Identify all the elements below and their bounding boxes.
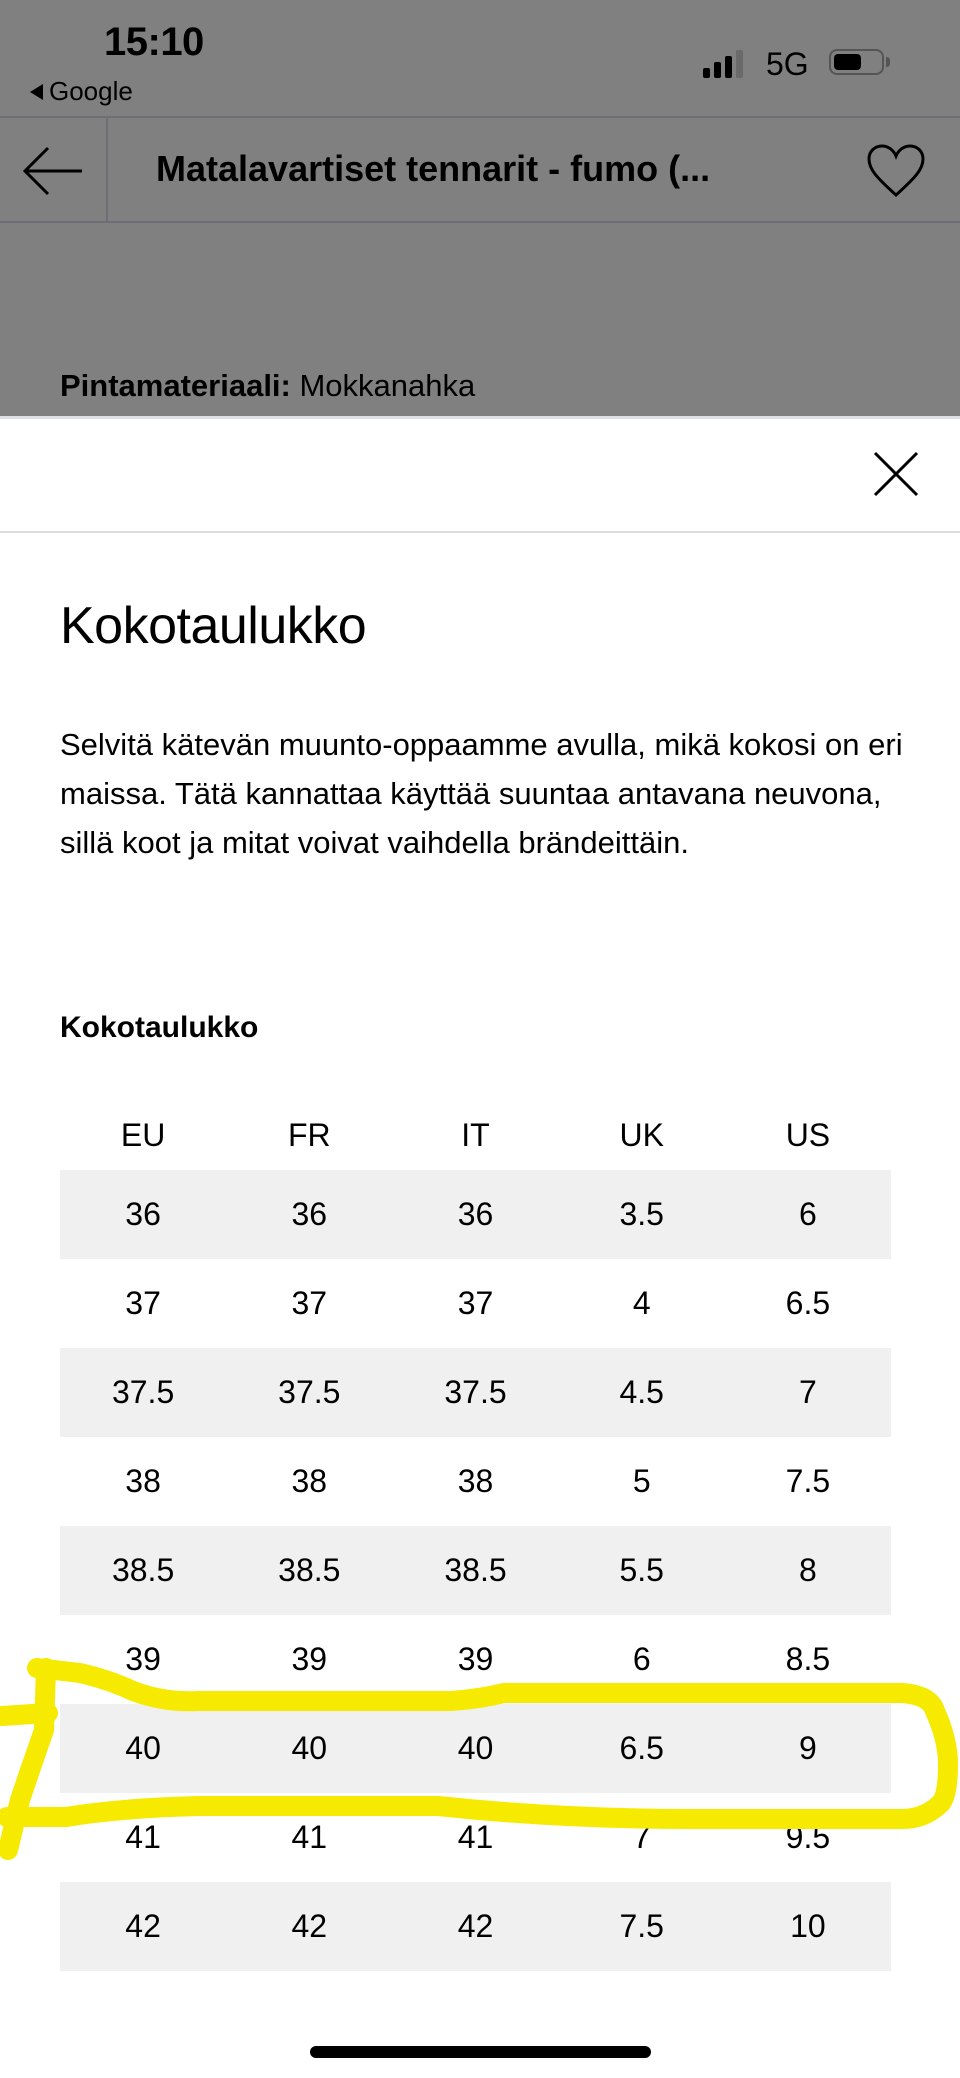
material-value: Mokkanahka [290, 368, 476, 403]
back-triangle-icon [30, 83, 43, 100]
table-cell: 39 [457, 1641, 494, 1677]
table-cell: 6.5 [619, 1730, 664, 1766]
table-cell: 6 [632, 1641, 651, 1677]
table-title: Kokotaulukko [60, 1011, 259, 1044]
status-time: 15:10 [104, 20, 204, 64]
table-row: 38.5 38.5 38.5 5.5 8 [60, 1526, 891, 1615]
table-cell: 38 [125, 1463, 161, 1499]
column-header: IT [461, 1116, 490, 1153]
page-title: Matalavartiset tennarit - fumo (... [156, 148, 711, 189]
table-cell: 36 [457, 1196, 494, 1232]
table-cell: 5 [632, 1463, 651, 1499]
table-cell: 38 [457, 1463, 494, 1499]
table-cell: 42 [125, 1908, 161, 1944]
table-cell: 9.5 [785, 1819, 831, 1855]
table-cell: 37.5 [278, 1374, 341, 1410]
table-row-highlighted: 40 40 40 6.5 9 [60, 1704, 891, 1793]
table-cell: 4 [632, 1285, 651, 1321]
table-row: 36 36 36 3.5 6 [60, 1170, 891, 1259]
column-header: US [785, 1116, 831, 1153]
table-cell: 37.5 [111, 1374, 175, 1410]
table-cell: 36 [125, 1196, 161, 1232]
column-header: UK [619, 1116, 664, 1153]
table-row: 38 38 38 5 7.5 [60, 1437, 891, 1526]
table-row: 37.5 37.5 37.5 4.5 7 [60, 1348, 891, 1437]
table-cell: 6 [799, 1196, 817, 1232]
table-row: 42 42 42 7.5 10 [60, 1882, 891, 1971]
table-cell: 8.5 [785, 1641, 831, 1677]
table-cell: 37 [457, 1285, 494, 1321]
size-table: EU FR IT UK US 36 36 36 3.5 6 37 37 37 4 6.5 37.5 3… [60, 1100, 891, 1971]
table-cell: 41 [457, 1819, 494, 1855]
arrow-left-icon[interactable] [22, 146, 84, 196]
highlight-cross-stroke [0, 1703, 58, 1726]
material-info: Pintamateriaali: Mokkanahka [60, 368, 475, 404]
table-cell: 38.5 [278, 1552, 341, 1588]
column-header: FR [287, 1116, 331, 1153]
table-cell: 36 [291, 1196, 328, 1232]
table-header-row: EU FR IT UK US [60, 1100, 891, 1170]
table-cell: 37.5 [444, 1374, 507, 1410]
table-cell: 7.5 [785, 1463, 831, 1499]
table-cell: 5.5 [619, 1552, 664, 1588]
table-cell: 8 [799, 1552, 817, 1588]
table-cell: 7 [632, 1819, 651, 1855]
table-row: 37 37 37 4 6.5 [60, 1259, 891, 1348]
back-to-app-link[interactable]: Google [30, 76, 133, 107]
table-cell: 37 [125, 1285, 161, 1321]
table-cell: 4.5 [619, 1374, 664, 1410]
battery-icon [829, 49, 884, 75]
table-row: 39 39 39 6 8.5 [60, 1615, 891, 1704]
table-cell: 42 [457, 1908, 494, 1944]
dimmed-page-background [0, 0, 960, 416]
table-cell: 40 [125, 1730, 161, 1766]
battery-tip [886, 57, 890, 67]
close-icon[interactable] [872, 450, 920, 498]
column-header: EU [120, 1116, 166, 1153]
table-cell: 38.5 [111, 1552, 175, 1588]
table-cell: 41 [125, 1819, 161, 1855]
table-cell: 7.5 [619, 1908, 664, 1944]
table-cell: 42 [291, 1908, 328, 1944]
table-cell: 39 [125, 1641, 161, 1677]
sheet-divider [0, 531, 960, 533]
table-cell: 39 [291, 1641, 328, 1677]
heart-icon[interactable] [866, 143, 926, 199]
table-row: 41 41 41 7 9.5 [60, 1793, 891, 1882]
table-cell: 40 [291, 1730, 328, 1766]
table-cell: 10 [790, 1908, 826, 1944]
table-cell: 37 [291, 1285, 328, 1321]
nav-bar [0, 116, 960, 223]
home-indicator[interactable] [310, 2046, 651, 2058]
table-cell: 6.5 [785, 1285, 831, 1321]
signal-icon [703, 50, 743, 78]
sheet-top-edge [0, 416, 960, 419]
table-cell: 38 [291, 1463, 328, 1499]
nav-divider [106, 116, 108, 223]
table-cell: 9 [799, 1730, 817, 1766]
sheet-description: Selvitä kätevän muunto-oppaamme avulla, … [60, 727, 903, 860]
network-type: 5G [766, 46, 809, 82]
table-cell: 38.5 [444, 1552, 507, 1588]
back-app-label: Google [49, 76, 133, 106]
highlight-left-stroke [0, 1658, 56, 1860]
table-cell: 41 [291, 1819, 328, 1855]
table-cell: 40 [457, 1730, 494, 1766]
table-cell: 3.5 [619, 1196, 664, 1232]
table-cell: 7 [799, 1374, 817, 1410]
sheet-title: Kokotaulukko [60, 597, 367, 655]
material-label: Pintamateriaali: [60, 368, 291, 403]
